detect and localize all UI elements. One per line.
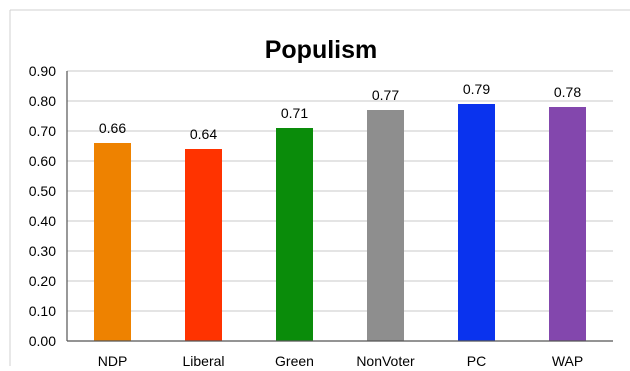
y-tick-label: 0.20 xyxy=(29,273,56,289)
bar-nonvoter xyxy=(367,110,404,341)
x-tick-label: NDP xyxy=(98,353,128,366)
bar-pc xyxy=(458,104,495,341)
data-label: 0.77 xyxy=(372,87,399,103)
x-tick-label: WAP xyxy=(552,353,583,366)
y-tick-label: 0.30 xyxy=(29,243,56,259)
gridlines xyxy=(67,70,613,312)
y-tick-label: 0.80 xyxy=(29,93,56,109)
bars xyxy=(94,104,586,341)
data-labels: 0.66 0.64 0.71 0.77 0.79 0.78 xyxy=(99,81,581,142)
chart-title: Populism xyxy=(265,36,378,64)
y-axis-tick-labels: 0.00 0.10 0.20 0.30 0.40 0.50 0.60 0.70 0.80 0.90 xyxy=(29,63,56,349)
x-axis-tick-labels: NDP Liberal Green NonVoter PC WAP xyxy=(98,353,583,369)
y-tick-label: 0.50 xyxy=(29,183,56,199)
y-tick-label: 0.60 xyxy=(29,153,56,169)
data-label: 0.79 xyxy=(463,81,490,97)
x-tick-label: Green xyxy=(275,353,314,366)
y-tick-label: 0.90 xyxy=(29,63,56,79)
data-label: 0.64 xyxy=(190,126,217,142)
bar-ndp xyxy=(94,143,131,341)
y-tick-label: 0.70 xyxy=(29,123,56,139)
y-tick-label: 0.10 xyxy=(29,303,56,319)
bar-green xyxy=(276,128,313,341)
y-tick-label: 0.40 xyxy=(29,213,56,229)
data-label: 0.71 xyxy=(281,105,308,121)
x-tick-label: PC xyxy=(467,353,486,366)
data-label: 0.66 xyxy=(99,120,126,136)
y-tick-label: 0.00 xyxy=(29,333,56,349)
data-label: 0.78 xyxy=(554,84,581,100)
bar-wap xyxy=(549,107,586,341)
x-tick-label: Liberal xyxy=(182,353,224,366)
x-tick-label: NonVoter xyxy=(356,353,415,366)
bar-liberal xyxy=(185,149,222,341)
